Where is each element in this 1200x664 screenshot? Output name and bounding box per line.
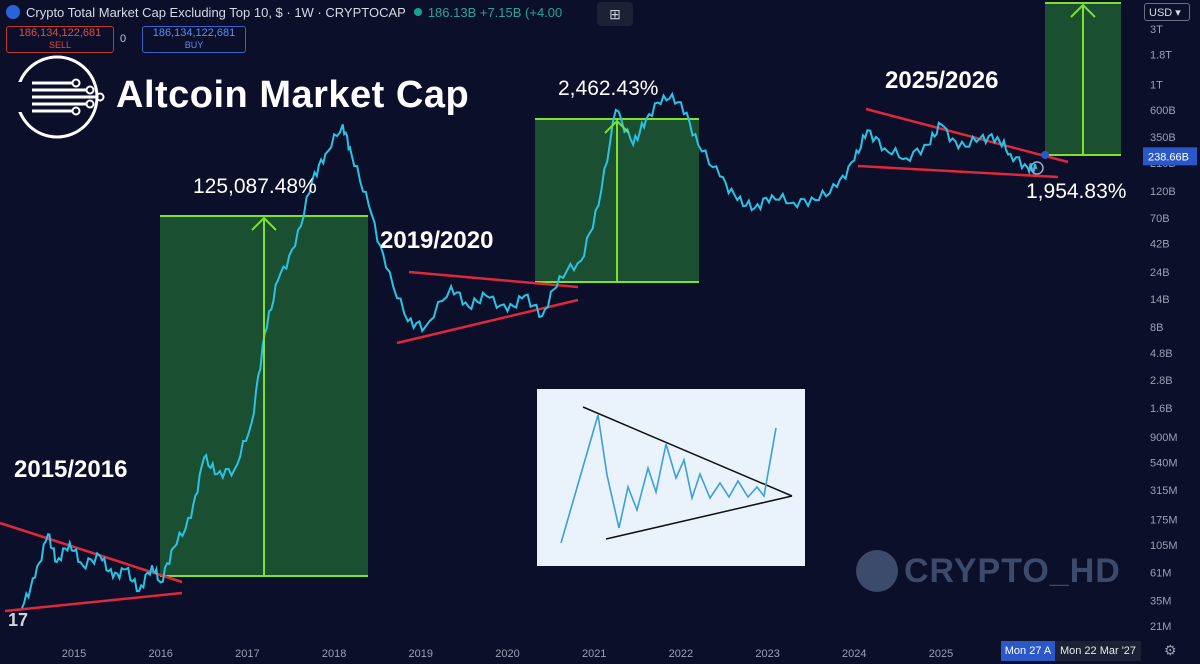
inset-background — [537, 389, 805, 566]
y-tick-label: 24B — [1150, 267, 1170, 279]
current-value-label: 238.66B — [1148, 151, 1189, 163]
trendline — [408, 270, 579, 289]
sell-button[interactable]: 186,134,122,681 SELL — [6, 26, 114, 53]
y-tick-label: 900M — [1150, 432, 1178, 444]
cursor-marker — [1030, 161, 1044, 175]
currency-select[interactable]: USD ▾ — [1144, 3, 1190, 21]
y-tick-label: 315M — [1150, 485, 1178, 497]
annotations: 2015/2016 2019/2020 2025/2026 125,087.48% 2,… — [14, 67, 1126, 483]
market-status-icon — [413, 8, 422, 16]
x-tick-label: 2023 — [755, 648, 779, 660]
logo-circuit-node — [95, 92, 105, 102]
buy-value: 186,134,122,681 — [152, 27, 236, 39]
current-value-badge — [1143, 147, 1197, 166]
logo-circuit-icon — [15, 55, 105, 139]
trendline — [857, 164, 1059, 179]
inset-price-path — [560, 414, 777, 544]
x-tick-label: 2019 — [409, 648, 433, 660]
y-tick-label: 120B — [1150, 186, 1176, 198]
date-cursor-label: Mon 27 A — [1001, 641, 1055, 661]
y-tick-label: 61M — [1150, 567, 1171, 579]
x-tick-label: 2022 — [669, 648, 693, 660]
x-axis[interactable]: 2015 2016 2017 2018 2019 2020 2021 2022 2023 2024… — [62, 648, 1040, 660]
buy-label: BUY — [184, 40, 204, 50]
x-tick-label: 2020 — [495, 648, 519, 660]
buy-button[interactable]: 186,134,122,681 BUY — [142, 26, 246, 53]
inset-lower-line — [605, 495, 793, 540]
logo-circuit-node — [71, 106, 81, 116]
trendline — [0, 521, 183, 584]
gain-arrow-head — [1070, 3, 1096, 18]
y-tick-label: 540M — [1150, 458, 1178, 470]
y-tick-label: 70B — [1150, 213, 1170, 225]
y-tick-label: 3T — [1150, 24, 1163, 36]
trendline — [396, 298, 579, 345]
chart-header: Crypto Total Market Cap Excluding Top 10… — [0, 0, 562, 24]
y-tick-label: 4.8B — [1150, 348, 1173, 360]
y-tick-label: 35M — [1150, 595, 1171, 607]
spread-value: 0 — [120, 33, 127, 45]
logo-circuit-node — [85, 99, 95, 109]
y-tick-label: 21M — [1150, 621, 1171, 633]
price-line — [21, 91, 1038, 609]
logo-ring-gap — [15, 82, 29, 112]
y-axis[interactable]: 3T1.8T1T600B350B210B120B70B42B24B14B8B4.… — [1140, 0, 1200, 664]
y-tick-label: 1T — [1150, 79, 1163, 91]
x-tick-label: 2025 — [929, 648, 953, 660]
logo-circuit-node — [85, 85, 95, 95]
gain-label: 125,087.48% — [193, 175, 317, 198]
trendline — [4, 591, 183, 613]
y-tick-label: 42B — [1150, 239, 1170, 251]
last-price-marker — [1041, 151, 1049, 159]
x-tick-label: 2017 — [235, 648, 259, 660]
y-tick-label: 105M — [1150, 540, 1178, 552]
x-tick-label: 2015 — [62, 648, 86, 660]
sell-label: SELL — [48, 40, 72, 50]
y-tick-label: 8B — [1150, 322, 1163, 334]
sell-value: 186,134,122,681 — [18, 27, 102, 39]
y-tick-label: 1.6B — [1150, 403, 1173, 415]
currency-value: USD — [1149, 7, 1173, 19]
watermark-text: CRYPTO_HD — [904, 552, 1121, 590]
logo-text: Altcoin Market Cap — [116, 74, 470, 116]
trendline — [865, 107, 1069, 164]
gain-arrows — [251, 3, 1096, 576]
y-tick-label: 2.8B — [1150, 375, 1173, 387]
y-axis-panel — [1140, 0, 1200, 664]
y-tick-label: 350B — [1150, 132, 1176, 144]
logo-circuit-node — [71, 78, 81, 88]
layout-grid-icon[interactable]: ⊞ — [597, 2, 633, 26]
y-tick-label: 175M — [1150, 514, 1178, 526]
triangle-diagram — [537, 389, 805, 566]
tradingview-logo-icon[interactable]: 17 — [8, 610, 29, 630]
gain-label: 2,462.43% — [558, 77, 658, 100]
y-tick-label: 600B — [1150, 105, 1176, 117]
inset-upper-line — [582, 406, 793, 497]
gain-label: 1,954.83% — [1026, 180, 1126, 203]
y-tick-label: 14B — [1150, 294, 1170, 306]
price-stats: 186.13B +7.15B (+4.00 — [427, 4, 563, 20]
gain-arrow-head — [604, 119, 630, 134]
gain-arrow-head — [251, 216, 277, 231]
x-tick-label: 2021 — [582, 648, 606, 660]
cycle-label: 2025/2026 — [885, 67, 998, 94]
gear-icon[interactable]: ⚙ — [1164, 642, 1177, 658]
telegram-icon — [856, 550, 898, 592]
x-tick-label: 2018 — [322, 648, 346, 660]
cycle-label: 2015/2016 — [14, 456, 127, 483]
x-tick-label: 2016 — [148, 648, 172, 660]
y-tick-label: 1.8T — [1150, 50, 1172, 62]
x-tick-label: 2024 — [842, 648, 866, 660]
cycle-label: 2019/2020 — [380, 227, 493, 254]
symbol-icon — [6, 5, 20, 19]
chart-title: Crypto Total Market Cap Excluding Top 10… — [26, 4, 406, 20]
date-end-label: Mon 22 Mar '27 — [1055, 641, 1141, 661]
